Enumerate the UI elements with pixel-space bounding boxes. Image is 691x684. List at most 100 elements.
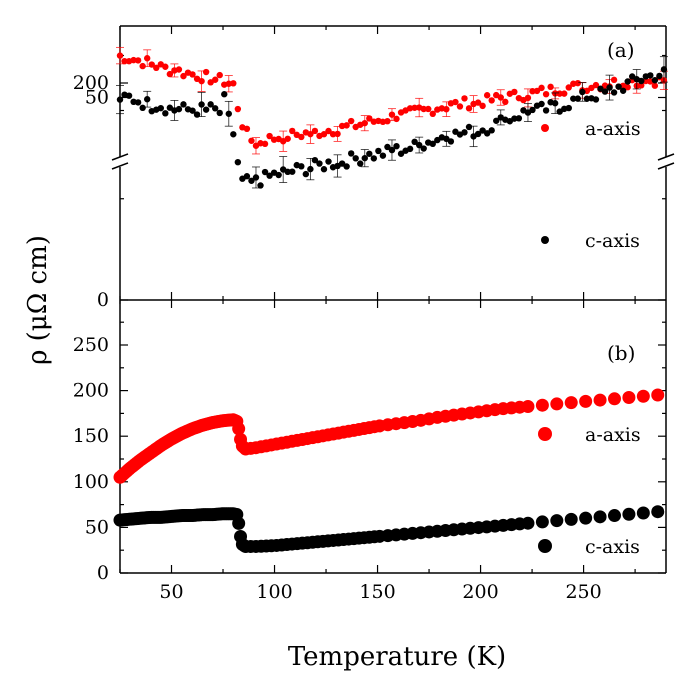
data-point (465, 123, 473, 131)
data-point (211, 105, 219, 112)
data-point (483, 130, 491, 137)
data-point (320, 166, 328, 173)
data-point (647, 72, 654, 79)
data-point (189, 71, 196, 78)
data-point (207, 101, 214, 108)
data-point (411, 138, 418, 146)
legend-b-black-label: c-axis (585, 536, 640, 558)
data-point (447, 138, 455, 145)
data-point (636, 389, 650, 403)
y-tick-label-b: 150 (73, 425, 109, 447)
data-point (302, 170, 310, 178)
data-point (148, 61, 155, 68)
data-point (216, 109, 223, 117)
data-point (180, 72, 187, 80)
data-point (593, 393, 607, 407)
data-point (556, 90, 563, 97)
data-point (379, 152, 387, 159)
x-tick-label: 50 (159, 581, 183, 603)
axis-break-right (657, 153, 675, 170)
data-point (535, 515, 549, 529)
data-point (153, 64, 160, 72)
data-point (592, 81, 600, 89)
data-point (130, 56, 137, 64)
data-point (574, 79, 582, 87)
data-point (216, 71, 223, 79)
data-point (564, 512, 578, 526)
data-point (511, 88, 518, 96)
data-point (542, 107, 550, 114)
y-tick-label-b: 200 (73, 380, 109, 402)
data-point (565, 84, 572, 91)
x-tick-label: 250 (565, 581, 601, 603)
data-point (592, 96, 600, 103)
data-point (125, 92, 133, 99)
data-point (211, 76, 219, 83)
data-point (547, 83, 554, 91)
y-tick-label-b: 250 (73, 334, 109, 356)
data-point (266, 172, 273, 179)
data-point (162, 63, 169, 70)
data-point (320, 131, 328, 138)
data-point (357, 160, 364, 167)
data-point (574, 95, 582, 102)
data-point (411, 104, 418, 111)
data-point (166, 70, 174, 78)
data-point (535, 398, 549, 412)
data-point (311, 156, 319, 164)
data-point (479, 102, 486, 110)
y-tick-label-b: 50 (85, 516, 109, 538)
data-point (593, 510, 607, 524)
legend-b-red-marker (538, 427, 552, 441)
data-point (257, 182, 264, 189)
data-point (564, 396, 578, 410)
data-point (298, 163, 305, 170)
data-point (175, 66, 183, 73)
data-point (180, 101, 187, 108)
data-point (651, 82, 659, 89)
x-tick-label: 200 (462, 581, 498, 603)
legend-a-red-marker (541, 124, 549, 132)
data-point (601, 88, 609, 95)
data-point (221, 91, 228, 98)
data-point (651, 388, 665, 402)
data-point (406, 145, 414, 153)
data-point (529, 88, 536, 95)
data-point (243, 125, 251, 133)
data-point (622, 507, 636, 521)
data-point (393, 142, 400, 150)
data-point (248, 177, 255, 184)
data-point (157, 104, 164, 112)
data-point (384, 143, 391, 151)
data-point (134, 99, 142, 106)
data-point (289, 127, 296, 135)
data-point (261, 168, 269, 176)
data-point (261, 140, 269, 148)
data-point (502, 98, 509, 106)
panel-a-label: (a) (607, 38, 635, 62)
data-point (311, 127, 319, 135)
legend-a-red-label: a-axis (585, 118, 641, 140)
data-point (651, 505, 665, 519)
data-point (550, 514, 564, 528)
data-point (338, 160, 346, 167)
data-point (325, 158, 332, 165)
legend-b-black-marker (538, 539, 552, 553)
data-point (134, 57, 142, 64)
data-point (234, 105, 242, 113)
data-point (465, 105, 473, 112)
data-point (429, 140, 436, 148)
data-point (565, 104, 572, 112)
panel-b-points (113, 388, 665, 554)
data-point (121, 57, 128, 65)
panel-b-label: (b) (607, 341, 635, 365)
data-point (289, 168, 296, 175)
data-point (570, 95, 577, 102)
axis-break-left (111, 153, 129, 170)
data-point (202, 68, 210, 76)
data-point (521, 516, 535, 530)
data-point (511, 115, 518, 122)
